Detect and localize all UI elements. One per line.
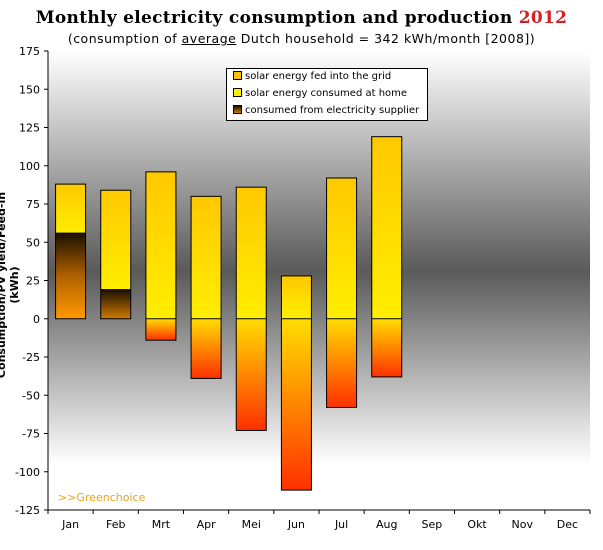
bar-segment-supplier	[100, 289, 131, 319]
bar-segment-consumed	[281, 318, 312, 491]
y-tick-label: 175	[19, 45, 40, 58]
subtitle-average: average	[181, 31, 237, 46]
legend-swatch-fed	[233, 71, 242, 80]
bar-segment-consumed	[326, 318, 357, 408]
bar-outline	[326, 177, 358, 408]
x-tick-label-okt: Okt	[467, 518, 487, 531]
bar-apr	[190, 195, 222, 379]
y-tick-label: 150	[19, 83, 40, 96]
legend-label-fed: solar energy fed into the grid	[245, 71, 392, 82]
y-tick-label: -50	[22, 389, 40, 402]
bar-jun	[280, 275, 312, 491]
greenchoice-brand: >>Greenchoice	[58, 491, 146, 504]
plot-area	[48, 51, 590, 510]
x-tick-label-mei: Mei	[242, 518, 261, 531]
bar-segment-fed	[191, 196, 222, 319]
y-tick-label: 100	[19, 160, 40, 173]
bar-segment-fed	[55, 184, 86, 234]
x-tick-label-jan: Jan	[61, 518, 79, 531]
bar-outline	[55, 183, 87, 320]
x-tick-label-feb: Feb	[106, 518, 125, 531]
bar-segment-fed	[371, 136, 402, 319]
bar-outline	[190, 195, 222, 379]
x-tick-label-nov: Nov	[512, 518, 534, 531]
y-tick-label: 125	[19, 122, 40, 135]
bar-outline	[235, 186, 267, 431]
bar-segment-fed	[100, 190, 131, 290]
x-tick-label-aug: Aug	[376, 518, 397, 531]
y-tick-label: -125	[15, 504, 40, 517]
bar-jul	[326, 177, 358, 408]
chart-title: Monthly electricity consumption and prod…	[0, 8, 603, 28]
y-tick-label: -75	[22, 428, 40, 441]
legend-item-home: solar energy consumed at home	[233, 88, 407, 100]
bar-jan	[55, 183, 87, 320]
bar-segment-fed	[145, 171, 176, 319]
bar-outline	[280, 275, 312, 491]
chart-subtitle: (consumption of average Dutch household …	[0, 31, 603, 46]
x-axis: Jan Feb Mrt Apr Mei Jun Jul Aug Sep Okt Nov Dec	[47, 510, 591, 531]
x-tick-label-dec: Dec	[557, 518, 578, 531]
legend-label-home: solar energy consumed at home	[245, 88, 408, 99]
bar-segment-supplier	[55, 233, 86, 319]
y-tick-label: -25	[22, 351, 40, 364]
bar-outline	[371, 136, 403, 378]
legend: solar energy fed into the grid solar ene…	[226, 68, 428, 121]
bar-segment-consumed	[371, 318, 402, 377]
y-tick-label: 75	[26, 198, 40, 211]
bar-aug	[371, 136, 403, 378]
legend-item-fed: solar energy fed into the grid	[233, 71, 391, 83]
subtitle-post: Dutch household = 342 kWh/month [2008])	[240, 31, 536, 46]
y-tick-label: -100	[15, 466, 40, 479]
x-tick-label-jun: Jun	[287, 518, 305, 531]
bars	[55, 136, 403, 491]
legend-label-supplier: consumed from electricity supplier	[245, 105, 420, 116]
y-tick-label: 50	[26, 236, 40, 249]
y-axis-title: Consumption/PV yield/Feed-in (kWh)	[0, 191, 21, 379]
y-tick-label: 25	[26, 275, 40, 288]
x-tick-label-apr: Apr	[197, 518, 217, 531]
bar-mei	[235, 186, 267, 431]
bar-segment-fed	[326, 177, 357, 319]
x-tick-label-jul: Jul	[334, 518, 348, 531]
chart-title-year: 2012	[518, 8, 568, 28]
bar-segment-fed	[281, 275, 312, 319]
legend-swatch-home	[233, 88, 242, 97]
subtitle-pre: (consumption of	[67, 31, 178, 46]
x-tick-label-mrt: Mrt	[152, 518, 171, 531]
bar-outline	[100, 189, 132, 320]
chart-title-main: Monthly electricity consumption and prod…	[35, 8, 513, 28]
bar-segment-fed	[236, 187, 267, 319]
bar-feb	[100, 189, 132, 320]
bar-segment-consumed	[145, 318, 176, 341]
bar-mrt	[145, 171, 177, 341]
bar-segment-consumed	[191, 318, 222, 379]
y-tick-label: 0	[33, 313, 40, 326]
legend-item-supplier: consumed from electricity supplier	[233, 105, 419, 117]
bar-segment-consumed	[236, 318, 267, 431]
legend-swatch-supplier	[233, 105, 242, 114]
x-tick-label-sep: Sep	[422, 518, 443, 531]
bar-outline	[145, 171, 177, 341]
